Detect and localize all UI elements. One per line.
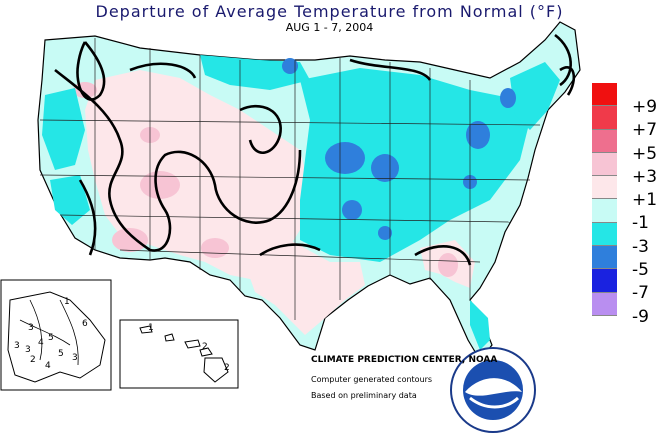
legend-label: -5 <box>632 260 649 281</box>
alaska-contour-label: 1 <box>64 297 70 307</box>
legend-label: +5 <box>632 143 658 164</box>
legend-label: +9 <box>632 97 658 117</box>
legend-item: -3 <box>592 222 658 257</box>
credit-method: Computer generated contours <box>311 375 433 384</box>
map-date: AUG 1 - 7, 2004 <box>285 21 374 34</box>
map-title: Departure of Average Temperature from No… <box>95 2 564 21</box>
zero-contours <box>54 33 576 266</box>
legend-label: -3 <box>632 236 649 257</box>
alaska-contour-label: 5 <box>58 349 64 359</box>
cool-region-northwest <box>42 88 85 170</box>
legend-item: +5 <box>592 129 658 164</box>
hawaii-inset: 1 2 2 <box>119 319 239 389</box>
cold-spot-2 <box>371 154 399 182</box>
hawaii-contour-label: 1 <box>148 323 154 333</box>
legend-swatch <box>592 199 617 223</box>
alaska-contour-labels: 3 5 1 6 4 3 3 5 3 4 2 <box>14 297 88 371</box>
alaska-contour-label: 2 <box>30 355 36 365</box>
warm-spot-5 <box>438 253 458 277</box>
alaska-contour-label: 5 <box>48 333 54 343</box>
legend-label: +7 <box>632 120 658 141</box>
legend-label: -7 <box>632 283 649 304</box>
legend-item: +9 <box>592 83 658 117</box>
alaska-contour-label: 3 <box>72 353 78 363</box>
legend-swatch <box>592 152 617 177</box>
credit-basis: Based on preliminary data <box>311 391 417 400</box>
legend-label: +1 <box>632 190 658 211</box>
legend-swatch <box>592 222 617 247</box>
legend-swatch <box>592 83 617 107</box>
alaska-contour-label: 4 <box>45 361 51 371</box>
cool-region-northeast <box>510 62 560 130</box>
cool-region-florida <box>470 300 490 350</box>
legend-item: -1 <box>592 199 658 233</box>
alaska-contour-label: 6 <box>82 319 88 329</box>
legend-label: +3 <box>632 166 658 187</box>
cold-spot-6 <box>282 58 298 74</box>
warm-spot-3 <box>201 238 229 258</box>
cool-region-west2 <box>50 175 90 225</box>
hawaii-contour-label: 2 <box>224 363 230 373</box>
legend-item: +1 <box>592 176 658 210</box>
alaska-contour-label: 4 <box>38 338 44 348</box>
warm-spot-2 <box>112 228 148 252</box>
warm-spot-1 <box>140 171 180 199</box>
legend-item: +3 <box>592 152 658 187</box>
cold-spot-5 <box>500 88 516 108</box>
legend-item: -9 <box>592 292 658 327</box>
noaa-logo-label: NOAA <box>480 381 506 390</box>
legend-swatch <box>592 176 617 200</box>
legend-swatch <box>592 269 617 293</box>
warm-region-west <box>85 70 310 280</box>
warm-region-texas <box>240 240 365 335</box>
legend: +9 +7 +5 +3 +1 -1 -3 -5 -7 -9 <box>592 83 658 327</box>
noaa-logo: NOAA <box>450 347 536 433</box>
conus-map <box>37 21 581 362</box>
hawaii-contour-label: 2 <box>202 342 208 352</box>
alaska-contour-label: 3 <box>14 341 20 351</box>
alaska-contour-label: 3 <box>25 345 31 355</box>
cold-spot-3 <box>342 200 362 220</box>
legend-item: -7 <box>592 269 658 303</box>
legend-label: -1 <box>632 213 649 234</box>
legend-swatch <box>592 106 617 130</box>
alaska-inset: 3 5 1 6 4 3 3 5 3 4 2 <box>0 279 112 391</box>
legend-swatch <box>592 246 617 270</box>
legend-swatch <box>592 129 617 153</box>
legend-label: -9 <box>632 306 649 327</box>
cold-spot-4 <box>466 121 490 149</box>
legend-item: -5 <box>592 246 658 280</box>
legend-swatch <box>592 292 617 316</box>
alaska-contour-label: 3 <box>28 323 34 333</box>
cold-spot-1 <box>325 142 365 174</box>
cold-spot-8 <box>378 226 392 240</box>
credit-center: CLIMATE PREDICTION CENTER, NOAA <box>311 355 498 365</box>
legend-item: +7 <box>592 106 658 140</box>
